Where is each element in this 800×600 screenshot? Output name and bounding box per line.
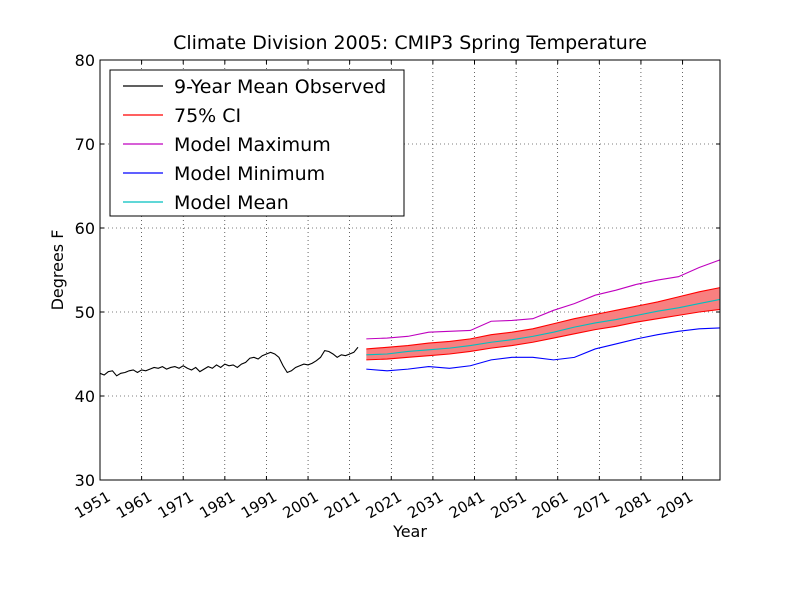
x-tick-label-8: 2031: [404, 488, 446, 523]
model-maximum-line: [366, 259, 721, 340]
x-tick-label-10: 2051: [488, 488, 530, 523]
legend-label-model-mean: Model Mean: [174, 192, 289, 214]
y-tick-label-2: 50: [75, 303, 95, 322]
legend: 9-Year Mean Observed 75% CI Model Maximu…: [109, 69, 405, 217]
x-axis-label: Year: [392, 522, 427, 541]
x-tick-label-3: 1981: [196, 488, 238, 523]
legend-label-model-max: Model Maximum: [174, 134, 331, 156]
x-tick-label-13: 2081: [612, 488, 654, 523]
model-mean-line: [366, 298, 721, 356]
9-year-mean-observed-line: [99, 346, 359, 377]
x-tick-label-1: 1961: [113, 488, 155, 523]
y-tick-label-0: 30: [75, 471, 95, 490]
ci-band: [366, 287, 720, 360]
y-tick-label-5: 80: [75, 51, 95, 70]
model-minimum-line: [366, 327, 721, 372]
plot-frame: [99, 59, 721, 481]
x-tick-label-9: 2041: [446, 488, 488, 523]
x-tick-label-11: 2061: [529, 488, 571, 523]
y-tick-label-1: 40: [75, 387, 95, 406]
x-tick-label-0: 1951: [72, 488, 114, 523]
x-tick-label-6: 2011: [321, 488, 363, 523]
legend-label-ci: 75% CI: [174, 105, 241, 127]
x-tick-label-14: 2091: [654, 488, 696, 523]
ci-upper-line: [366, 287, 721, 350]
x-tick-label-5: 2001: [280, 488, 322, 523]
y-tick-label-4: 70: [75, 135, 95, 154]
legend-box: [109, 69, 405, 217]
legend-label-model-min: Model Minimum: [174, 163, 325, 185]
ci-lower-line: [366, 308, 721, 361]
x-tick-label-2: 1971: [155, 488, 197, 523]
legend-label-observed: 9-Year Mean Observed: [174, 76, 386, 98]
chart-title: Climate Division 2005: CMIP3 Spring Temp…: [173, 32, 647, 54]
x-tick-label-12: 2071: [571, 488, 613, 523]
y-tick-label-3: 60: [75, 219, 95, 238]
y-axis-label: Degrees F: [48, 230, 67, 311]
x-tick-label-7: 2021: [363, 488, 405, 523]
x-tick-label-4: 1991: [238, 488, 280, 523]
